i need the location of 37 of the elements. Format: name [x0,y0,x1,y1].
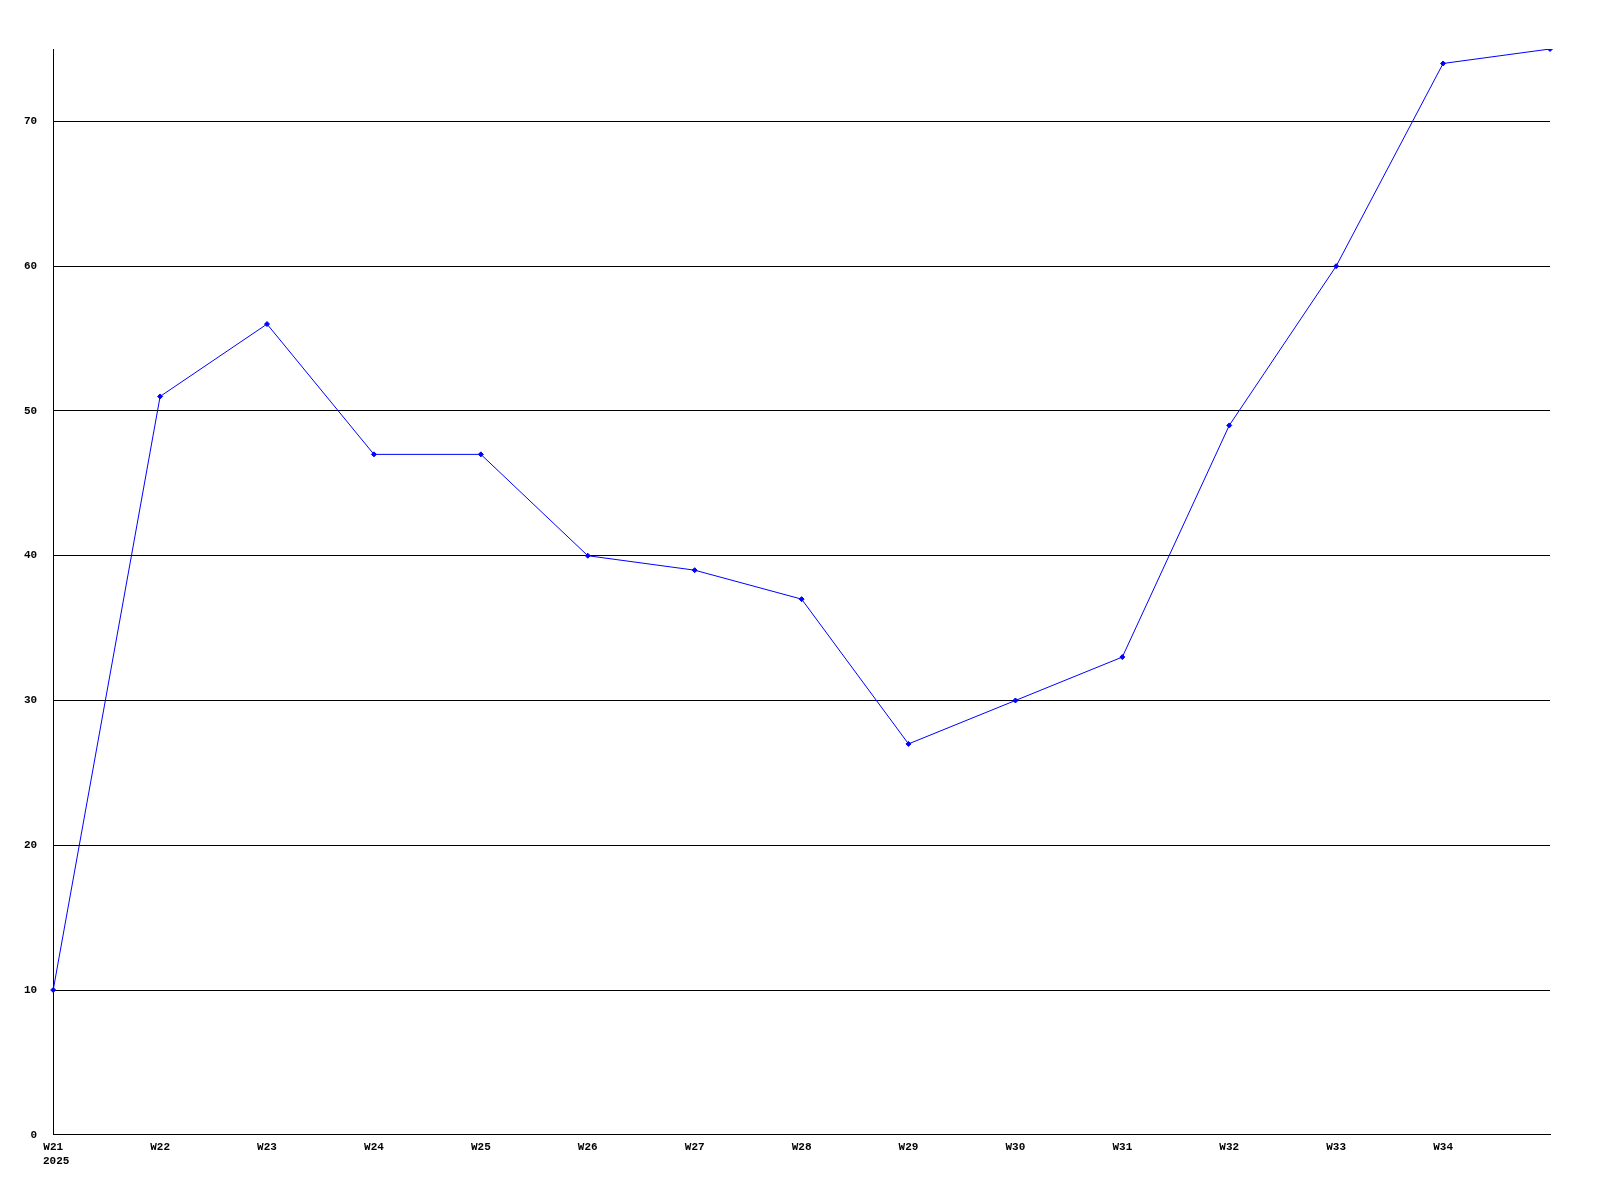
point [1333,263,1340,270]
x-tick-label: W27 [684,1141,705,1154]
y-tick-label: 70 [24,115,38,128]
x-tick-label: W22 [150,1141,171,1154]
y-tick-label: 60 [24,259,38,272]
x-tick-label: W24 [364,1141,385,1154]
point [264,321,271,328]
point [798,596,805,603]
point [905,740,912,747]
text: 2025 [43,1155,70,1168]
y-tick-label: 0 [30,1128,38,1141]
point [1440,60,1447,67]
x-tick-label: W29 [898,1141,919,1154]
x-tick-label: W26 [577,1141,598,1154]
x-tick-label: W21 [43,1141,64,1154]
point [370,451,377,458]
y-tick-label: 10 [24,983,38,996]
x-tick-label: W30 [1005,1141,1026,1154]
x-tick-label: W28 [791,1141,812,1154]
point [691,567,698,574]
x-tick-label: W34 [1433,1141,1454,1154]
y-tick-label: 40 [24,549,38,562]
x-tick-label: W25 [470,1141,492,1154]
point [50,987,57,994]
x-tick-label: W31 [1112,1141,1133,1154]
y-tick-label: 20 [24,839,38,852]
x-tick-label: W33 [1326,1141,1347,1154]
point [1226,422,1233,429]
point [477,451,484,458]
point [157,393,164,400]
x-tick-label: W23 [257,1141,278,1154]
x-tick-label: W32 [1219,1141,1240,1154]
y-tick-label: 30 [24,694,38,707]
y-tick-label: 50 [24,404,38,417]
point [1119,654,1126,661]
point [584,552,591,559]
point [1012,697,1019,704]
